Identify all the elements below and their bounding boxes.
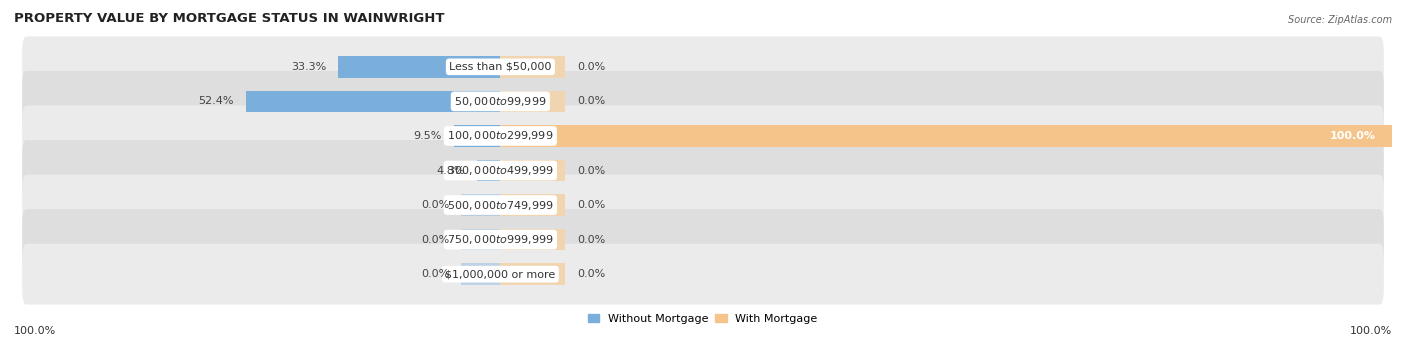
Bar — [246, 91, 501, 112]
Text: 0.0%: 0.0% — [420, 235, 450, 244]
Bar — [477, 160, 501, 181]
Text: $50,000 to $99,999: $50,000 to $99,999 — [454, 95, 547, 108]
Text: 0.0%: 0.0% — [578, 97, 606, 106]
FancyBboxPatch shape — [22, 244, 1384, 305]
Text: $100,000 to $299,999: $100,000 to $299,999 — [447, 130, 554, 143]
Text: 100.0%: 100.0% — [14, 326, 56, 336]
FancyBboxPatch shape — [22, 209, 1384, 270]
Bar — [454, 125, 501, 147]
Text: 0.0%: 0.0% — [420, 269, 450, 279]
Bar — [461, 194, 501, 216]
Text: $500,000 to $749,999: $500,000 to $749,999 — [447, 198, 554, 211]
Bar — [461, 229, 501, 250]
Bar — [501, 160, 565, 181]
Bar — [501, 229, 565, 250]
Bar — [501, 264, 565, 285]
Bar — [461, 264, 501, 285]
FancyBboxPatch shape — [22, 105, 1384, 166]
Text: Less than $50,000: Less than $50,000 — [449, 62, 551, 72]
Text: Source: ZipAtlas.com: Source: ZipAtlas.com — [1288, 15, 1392, 25]
Text: $300,000 to $499,999: $300,000 to $499,999 — [447, 164, 554, 177]
Bar — [339, 56, 501, 77]
Bar — [501, 91, 565, 112]
Text: 100.0%: 100.0% — [1350, 326, 1392, 336]
FancyBboxPatch shape — [22, 140, 1384, 201]
Text: 0.0%: 0.0% — [420, 200, 450, 210]
Bar — [501, 56, 565, 77]
Bar — [501, 194, 565, 216]
Text: 33.3%: 33.3% — [291, 62, 326, 72]
FancyBboxPatch shape — [22, 36, 1384, 97]
Text: 100.0%: 100.0% — [1330, 131, 1375, 141]
Text: 0.0%: 0.0% — [578, 269, 606, 279]
FancyBboxPatch shape — [22, 71, 1384, 132]
Text: PROPERTY VALUE BY MORTGAGE STATUS IN WAINWRIGHT: PROPERTY VALUE BY MORTGAGE STATUS IN WAI… — [14, 12, 444, 25]
Text: 0.0%: 0.0% — [578, 200, 606, 210]
Text: 4.8%: 4.8% — [436, 165, 465, 176]
Text: $1,000,000 or more: $1,000,000 or more — [446, 269, 555, 279]
Text: $750,000 to $999,999: $750,000 to $999,999 — [447, 233, 554, 246]
Text: 0.0%: 0.0% — [578, 165, 606, 176]
Text: 0.0%: 0.0% — [578, 62, 606, 72]
Text: 52.4%: 52.4% — [198, 97, 233, 106]
Text: 0.0%: 0.0% — [578, 235, 606, 244]
FancyBboxPatch shape — [22, 175, 1384, 236]
Text: 9.5%: 9.5% — [413, 131, 441, 141]
Legend: Without Mortgage, With Mortgage: Without Mortgage, With Mortgage — [583, 309, 823, 328]
Bar — [501, 125, 1392, 147]
